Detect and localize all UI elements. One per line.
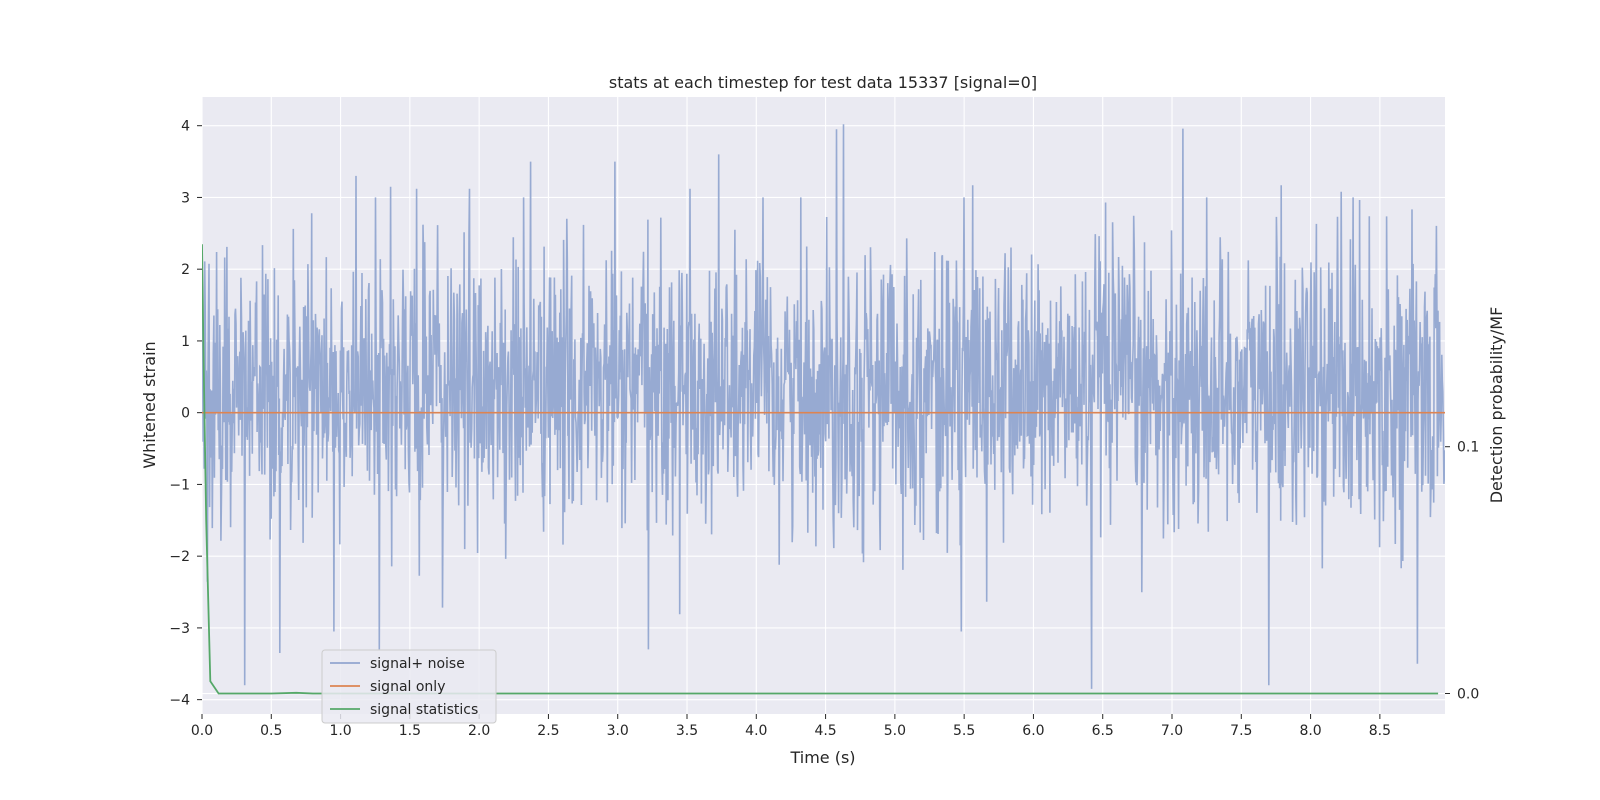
y-tick-label: −2 bbox=[169, 549, 190, 565]
x-tick-label: 5.0 bbox=[884, 723, 906, 739]
y-tick-label: 3 bbox=[181, 190, 190, 206]
legend-box bbox=[321, 649, 497, 724]
legend-label-signal-only: signal only bbox=[370, 679, 445, 695]
chart-title: stats at each timestep for test data 153… bbox=[609, 73, 1037, 92]
y-tick-label: 1 bbox=[181, 334, 190, 350]
series-signal-noise-line bbox=[202, 124, 1445, 689]
y-axis-right: 0.0 0.1 bbox=[1445, 440, 1479, 703]
y-tick-label: −3 bbox=[169, 621, 190, 637]
x-axis: 0.0 0.5 1.0 1.5 2.0 2.5 3.0 3.5 4.0 4.5 5.0 5.5 6.0 6… bbox=[191, 714, 1391, 739]
x-tick-label: 1.5 bbox=[399, 723, 421, 739]
y-tick-label: 2 bbox=[181, 262, 190, 278]
x-tick-label: 7.5 bbox=[1230, 723, 1252, 739]
x-tick-label: 2.5 bbox=[537, 723, 559, 739]
x-tick-label: 4.5 bbox=[814, 723, 836, 739]
x-tick-label: 4.0 bbox=[745, 723, 767, 739]
x-tick-label: 6.0 bbox=[1022, 723, 1044, 739]
x-tick-label: 1.0 bbox=[329, 723, 351, 739]
x-tick-label: 3.5 bbox=[676, 723, 698, 739]
y-axis-right-label: Detection probability/MF bbox=[1487, 307, 1506, 504]
y-axis: −4 −3 −2 −1 0 1 2 3 4 bbox=[169, 119, 202, 709]
y-right-tick-label: 0.0 bbox=[1457, 687, 1479, 703]
y-tick-label: −4 bbox=[169, 693, 190, 709]
y-tick-label: 4 bbox=[181, 119, 190, 135]
x-tick-label: 3.0 bbox=[607, 723, 629, 739]
y-tick-label: 0 bbox=[181, 406, 190, 422]
x-tick-label: 5.5 bbox=[953, 723, 975, 739]
legend-label-signal-noise: signal+ noise bbox=[370, 656, 465, 672]
y-right-tick-label: 0.1 bbox=[1457, 440, 1479, 456]
y-axis-label: Whitened strain bbox=[140, 341, 159, 468]
y-tick-label: −1 bbox=[169, 477, 190, 493]
x-tick-label: 0.5 bbox=[260, 723, 282, 739]
x-tick-label: 0.0 bbox=[191, 723, 213, 739]
legend-label-signal-statistics: signal statistics bbox=[370, 702, 478, 718]
x-tick-label: 7.0 bbox=[1161, 723, 1183, 739]
legend: signal+ noise signal only signal statist… bbox=[321, 649, 497, 724]
x-tick-label: 8.0 bbox=[1299, 723, 1321, 739]
x-tick-label: 6.5 bbox=[1092, 723, 1114, 739]
x-tick-label: 8.5 bbox=[1369, 723, 1391, 739]
x-tick-label: 2.0 bbox=[468, 723, 490, 739]
x-axis-label: Time (s) bbox=[789, 748, 855, 767]
